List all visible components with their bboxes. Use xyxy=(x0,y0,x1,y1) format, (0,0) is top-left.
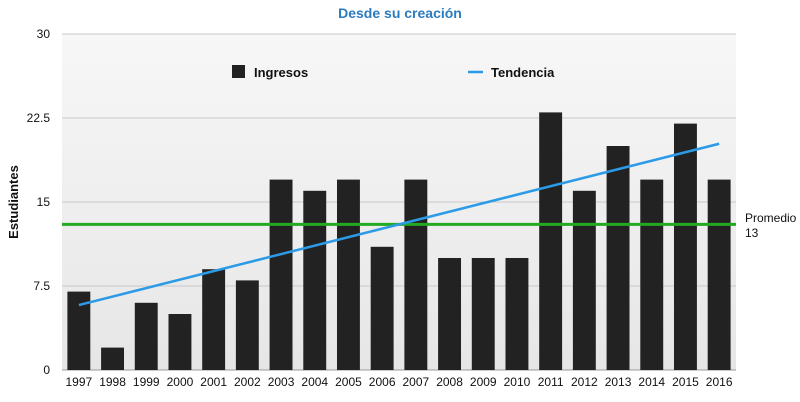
x-tick-label: 2013 xyxy=(605,375,632,389)
bar-1999 xyxy=(134,302,158,370)
bar-2004 xyxy=(303,190,327,370)
x-tick-label: 2004 xyxy=(301,375,328,389)
bar-2005 xyxy=(336,179,360,370)
legend-label-ingresos: Ingresos xyxy=(254,65,308,80)
bar-2013 xyxy=(606,146,630,370)
x-tick-label: 2012 xyxy=(571,375,598,389)
chart-title: Desde su creación xyxy=(338,5,462,21)
bar-2001 xyxy=(202,269,226,370)
x-tick-label: 2015 xyxy=(672,375,699,389)
trend-line xyxy=(78,142,720,307)
x-tick-label: 2010 xyxy=(504,375,531,389)
average-label: Promedio xyxy=(745,211,797,225)
x-tick-label: 2006 xyxy=(369,375,396,389)
y-tick-label: 22.5 xyxy=(27,111,51,125)
x-tick-label: 2009 xyxy=(470,375,497,389)
bar-1997 xyxy=(67,291,91,370)
x-tick-label: 2014 xyxy=(638,375,665,389)
bar-1998 xyxy=(101,347,125,370)
bar-2012 xyxy=(572,190,596,370)
y-tick-label: 30 xyxy=(37,27,51,41)
legend: Ingresos Tendencia xyxy=(232,65,555,80)
x-tick-label: 2011 xyxy=(538,375,564,389)
average-value: 13 xyxy=(745,226,759,240)
bar-2009 xyxy=(471,258,495,370)
x-tick-label: 2005 xyxy=(335,375,362,389)
x-tick-label: 2016 xyxy=(706,375,733,389)
x-tick-label: 2000 xyxy=(167,375,194,389)
bar-2014 xyxy=(640,179,664,370)
x-tick-label: 1997 xyxy=(65,375,92,389)
x-tick-label: 2003 xyxy=(268,375,295,389)
y-tick-label: 15 xyxy=(37,195,51,209)
bar-2011 xyxy=(539,112,563,371)
legend-label-tendencia: Tendencia xyxy=(491,65,555,80)
bars xyxy=(67,112,731,371)
bar-2007 xyxy=(404,179,428,370)
x-tick-label: 1998 xyxy=(99,375,126,389)
bar-2003 xyxy=(269,179,293,370)
x-tick-label: 2008 xyxy=(436,375,463,389)
legend-swatch-ingresos xyxy=(232,65,245,78)
bar-2008 xyxy=(438,258,462,370)
bar-2016 xyxy=(707,179,731,370)
bar-2010 xyxy=(505,258,529,370)
y-tick-labels: 0 7.5 15 22.5 30 xyxy=(27,27,51,377)
bar-2000 xyxy=(168,314,192,370)
x-tick-label: 1999 xyxy=(133,375,160,389)
bar-2015 xyxy=(673,123,697,370)
x-tick-labels: 1997 1998 1999 2000 2001 2002 2003 2004 2005 2006… xyxy=(65,375,732,389)
bar-2006 xyxy=(370,246,394,370)
y-axis-label: Estudiantes xyxy=(6,165,21,239)
x-tick-label: 2002 xyxy=(234,375,261,389)
x-tick-label: 2001 xyxy=(200,375,227,389)
y-tick-label: 7.5 xyxy=(33,279,50,293)
bar-2002 xyxy=(235,280,259,370)
x-tick-label: 2007 xyxy=(402,375,429,389)
y-tick-label: 0 xyxy=(43,363,50,377)
